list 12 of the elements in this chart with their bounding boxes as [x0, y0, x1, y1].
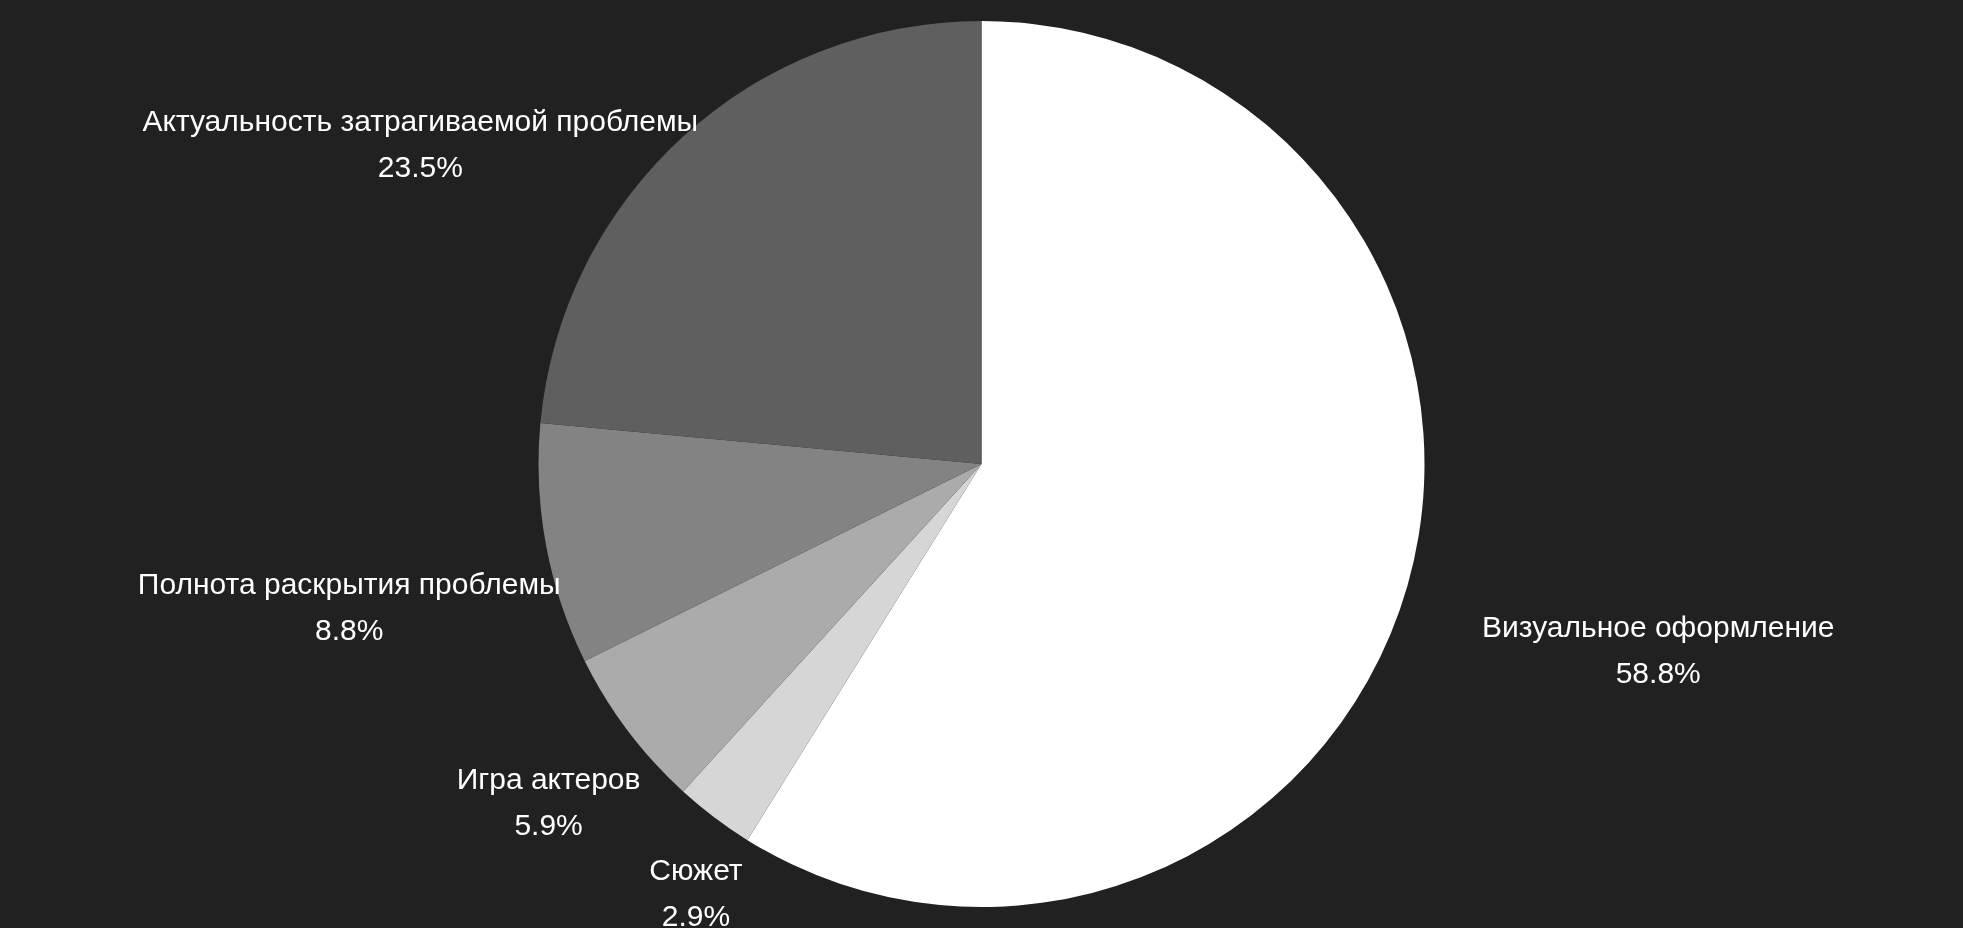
slice-label: Игра актеров	[456, 762, 641, 796]
data-label: 5.9%	[514, 808, 583, 842]
slice-label: Визуальное оформление	[1481, 609, 1835, 643]
data-label: 8.8%	[315, 613, 384, 647]
slice-label: Полнота раскрытия проблемы	[137, 567, 561, 601]
pie-slice	[683, 464, 982, 841]
data-label: 58.8%	[1615, 655, 1701, 689]
pie-slice	[747, 21, 1425, 907]
slice-label: Актуальность затрагиваемой проблемы	[142, 104, 699, 138]
data-label: 2.9%	[661, 898, 731, 928]
slice-label: Сюжет	[649, 852, 743, 886]
data-label: 23.5%	[377, 150, 463, 184]
